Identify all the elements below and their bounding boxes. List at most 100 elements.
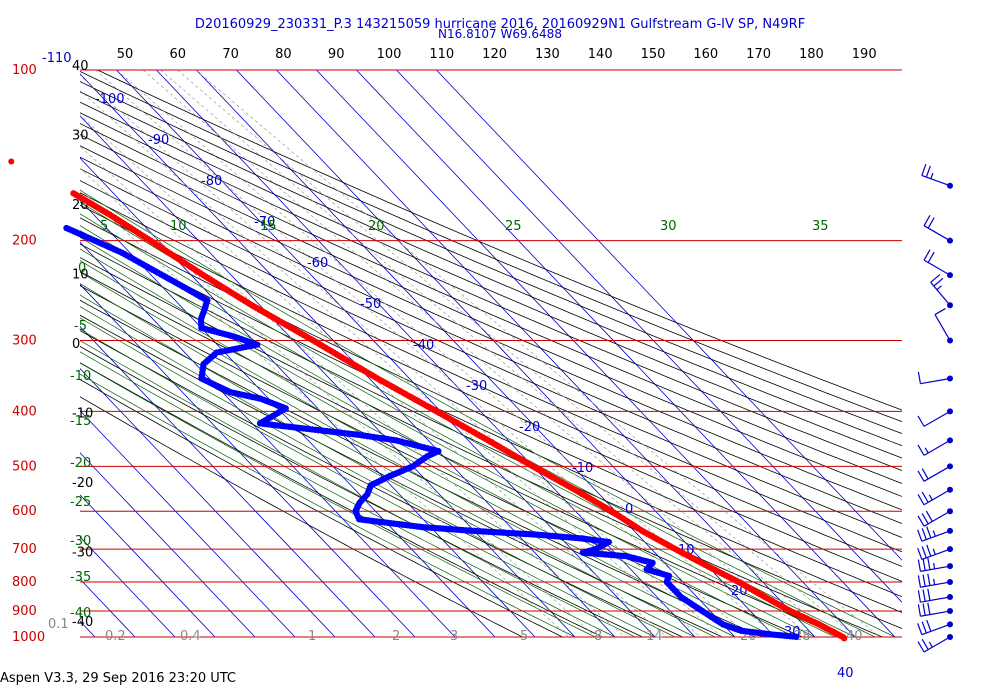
- theta-label: 110: [429, 47, 454, 62]
- wind-barb-flag: [927, 217, 935, 229]
- mixing-ratio-line: [160, 70, 835, 637]
- isotherm-label: -40: [413, 338, 434, 353]
- wind-barb: [917, 544, 953, 560]
- isotherm-line: [80, 115, 576, 637]
- theta-label: 70: [222, 47, 239, 62]
- wind-barb: [934, 308, 953, 344]
- dry-adiabat-line: [80, 134, 902, 497]
- moist-adiabat-label: 20: [368, 219, 385, 234]
- wind-barb-staff: [920, 377, 951, 385]
- moist-adiabat-label: 35: [812, 219, 829, 234]
- dry-adiabat-line: [80, 346, 643, 637]
- theta-label: 50: [117, 47, 134, 62]
- moist-adiabat-label: 0: [78, 261, 86, 276]
- wind-barb-flag: [927, 588, 931, 601]
- pressure-label: 300: [12, 334, 37, 349]
- background-lines: [80, 70, 902, 637]
- dry-adiabat-line: [80, 285, 803, 637]
- wind-barb-flag: [924, 447, 929, 454]
- mixing-ratio-label: 0.2: [105, 629, 126, 644]
- theta-left-label: 30: [72, 129, 89, 144]
- wind-barb-staff: [923, 636, 951, 653]
- isotherm-label: -50: [360, 297, 381, 312]
- isotherm-line: [436, 70, 902, 561]
- mixing-ratio-line: [80, 145, 626, 637]
- theta-label: 150: [641, 47, 666, 62]
- isotherm-label: -20: [519, 420, 540, 435]
- mixing-ratio-line: [116, 70, 778, 637]
- isotherm-line: [80, 367, 336, 637]
- dry-adiabat-line: [80, 112, 902, 472]
- dry-adiabat-line: [80, 379, 563, 637]
- isotherm-line: [80, 241, 456, 637]
- wind-barb-flag: [917, 444, 925, 456]
- wind-barb: [917, 573, 953, 588]
- dry-adiabat-line: [80, 330, 683, 637]
- wind-barb-staff: [923, 465, 951, 482]
- moist-adiabat-label: -10: [70, 369, 91, 384]
- dry-adiabat-line: [80, 271, 843, 637]
- wind-barb-flag: [921, 546, 927, 558]
- dewpoint-point: [792, 633, 800, 640]
- moist-adiabat-line: [80, 283, 736, 637]
- profile-traces: [8, 158, 848, 642]
- theta-label: 100: [377, 47, 402, 62]
- wind-barb-flag: [933, 578, 936, 585]
- isotherm-label: -90: [148, 133, 169, 148]
- wind-barb-flag: [922, 603, 926, 616]
- mixing-ratio-line: [95, 70, 751, 637]
- moist-adiabat-label: -15: [70, 414, 91, 429]
- wind-barb-flag: [917, 515, 925, 527]
- dry-adiabat-line: [80, 192, 902, 567]
- wind-barb-flag: [926, 544, 932, 557]
- moist-adiabat-line: [80, 260, 776, 637]
- wind-barb-flag: [921, 621, 927, 634]
- dry-adiabat-line: [80, 156, 902, 524]
- mixing-ratio-label: 3: [450, 629, 458, 644]
- pressure-label: 800: [12, 575, 37, 590]
- theta-left-label: 10: [72, 268, 89, 283]
- isotherm-label: -100: [95, 92, 125, 107]
- temperature-point: [840, 635, 848, 642]
- wind-barb-flag: [927, 602, 931, 615]
- chart-title-line2: N16.8107 W69.6488: [438, 27, 562, 41]
- wind-barb-flag: [932, 548, 936, 555]
- mixing-ratio-label: 40: [846, 629, 863, 644]
- wind-barb: [917, 526, 953, 542]
- wind-barb-flag: [922, 589, 926, 602]
- isotherm-line: [396, 70, 902, 603]
- moist-adiabat-line: [80, 189, 896, 637]
- wind-barb-flag: [917, 371, 922, 384]
- mixing-ratio-line: [80, 167, 597, 637]
- moist-adiabat-label: -25: [70, 495, 91, 510]
- wind-barb-flag: [926, 619, 932, 632]
- wind-barb: [917, 508, 953, 527]
- wind-barb-flag: [917, 623, 923, 635]
- dry-adiabat-line: [80, 91, 902, 447]
- dry-adiabat-line: [80, 180, 902, 553]
- wind-barb-staff: [923, 489, 951, 506]
- dry-adiabat-line: [80, 243, 902, 630]
- isotherm-label: 0: [625, 502, 633, 517]
- mixing-ratio-line: [195, 70, 881, 637]
- wind-barb-flag: [917, 470, 925, 482]
- theta-label: 160: [693, 47, 718, 62]
- isotherm-label: -70: [254, 215, 275, 230]
- moist-adiabat-line: [80, 236, 816, 637]
- wind-barb-flag: [930, 172, 934, 179]
- isotherm-label: -30: [466, 379, 487, 394]
- isotherm-line: [316, 70, 856, 637]
- mixing-ratio-label: 28: [794, 629, 811, 644]
- wind-barb: [917, 588, 953, 603]
- moist-adiabat-line: [80, 340, 636, 637]
- theta-label: 80: [275, 47, 292, 62]
- pressure-label: 500: [12, 459, 37, 474]
- wind-barb-flag: [934, 308, 946, 316]
- theta-left-label: -10: [72, 407, 93, 422]
- isotherm-line: [80, 410, 296, 637]
- wind-barb: [917, 557, 953, 572]
- isotherm-line: [80, 494, 216, 637]
- moist-adiabat-line: [80, 294, 716, 637]
- pressure-label: 400: [12, 404, 37, 419]
- wind-barb-flag: [921, 491, 929, 503]
